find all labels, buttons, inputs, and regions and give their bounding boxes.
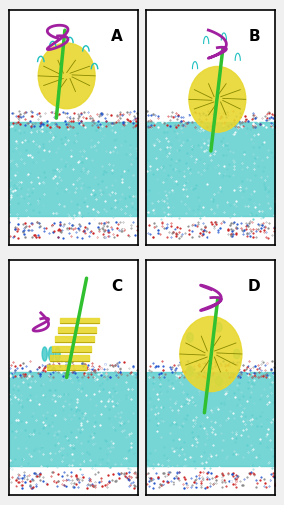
Ellipse shape <box>233 349 240 359</box>
Ellipse shape <box>216 376 222 385</box>
Ellipse shape <box>55 347 60 361</box>
Text: B: B <box>248 29 260 44</box>
Ellipse shape <box>38 43 95 109</box>
Ellipse shape <box>216 323 222 332</box>
Text: A: A <box>110 29 122 44</box>
Text: D: D <box>247 279 260 294</box>
Ellipse shape <box>49 347 54 361</box>
Ellipse shape <box>189 67 246 132</box>
Ellipse shape <box>42 347 47 361</box>
Ellipse shape <box>187 333 193 342</box>
Text: C: C <box>111 279 122 294</box>
Ellipse shape <box>180 317 242 391</box>
Ellipse shape <box>187 366 193 375</box>
